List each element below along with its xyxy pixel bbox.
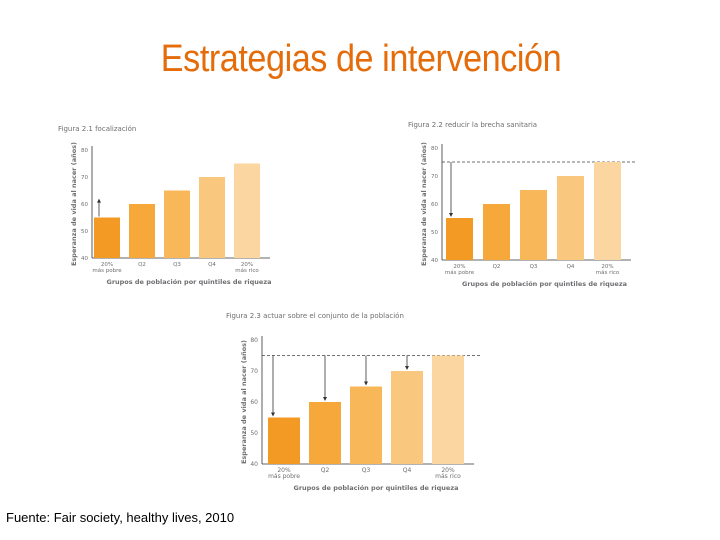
x-tick-label: Q4 [208, 262, 216, 268]
x-tick-label: 20% [441, 467, 455, 474]
arrow-head [271, 412, 275, 417]
y-tick-label: 40 [81, 256, 88, 262]
bar [129, 204, 155, 258]
bar [234, 163, 260, 258]
x-tick-label: Q3 [362, 467, 371, 474]
x-tick-label: 20% [241, 262, 253, 268]
y-tick-label: 60 [431, 202, 438, 208]
y-tick-label: 50 [81, 229, 88, 235]
y-tick-label: 50 [250, 430, 258, 437]
bar [446, 218, 473, 260]
x-axis-title: Grupos de población por quintiles de riq… [293, 484, 458, 492]
source-note: Fuente: Fair society, healthy lives, 201… [6, 510, 235, 525]
y-axis-title: Esperanza de vida al nacer (años) [70, 142, 78, 266]
y-tick-label: 50 [431, 230, 438, 236]
bar [164, 190, 190, 258]
bar [557, 176, 584, 260]
arrow-head [449, 213, 453, 217]
figure-conjunto-poblacion: Figura 2.3 actuar sobre el conjunto de l… [222, 308, 498, 504]
figure-caption: Figura 2.1 focalización [58, 125, 137, 133]
arrow-head [405, 366, 409, 370]
arrow-head [364, 381, 368, 386]
y-tick-label: 80 [431, 146, 438, 152]
x-tick-label: más rico [235, 267, 259, 274]
x-tick-label: más rico [435, 473, 461, 480]
x-tick-label: Q2 [493, 264, 501, 270]
bar [94, 217, 120, 258]
x-tick-label: 20% [601, 264, 613, 270]
bar [199, 177, 225, 258]
x-axis-title: Grupos de población por quintiles de riq… [462, 280, 627, 288]
y-tick-label: 70 [431, 174, 438, 180]
bar [309, 402, 341, 464]
x-tick-label: más pobre [445, 269, 475, 276]
x-axis-title: Grupos de población por quintiles de riq… [106, 278, 271, 286]
slide-title: Estrategias de intervención [160, 38, 562, 80]
bar [594, 162, 621, 260]
y-axis-title: Esperanza de vida al nacer (años) [240, 340, 248, 464]
y-tick-label: 40 [431, 258, 438, 264]
x-tick-label: más pobre [92, 267, 122, 274]
figure-focalizacion: Figura 2.1 focalización 40 50 60 70 80 Espera… [58, 122, 298, 292]
y-tick-label: 80 [81, 148, 88, 154]
x-tick-label: Q4 [567, 264, 575, 270]
figure-reducir-brecha: Figura 2.2 reducir la brecha sanitaria 4… [404, 118, 648, 296]
x-tick-label: Q2 [321, 467, 330, 474]
bar [520, 190, 547, 260]
x-tick-label: Q2 [138, 262, 146, 268]
x-tick-label: más pobre [268, 473, 300, 480]
bar [391, 371, 423, 464]
x-tick-label: Q4 [403, 467, 412, 474]
bar [432, 355, 464, 464]
figure-caption: Figura 2.3 actuar sobre el conjunto de l… [226, 312, 404, 320]
y-tick-label: 80 [250, 337, 258, 344]
x-tick-label: 20% [277, 467, 291, 474]
x-tick-label: más rico [596, 269, 620, 276]
bar [268, 417, 300, 464]
y-tick-label: 70 [250, 368, 258, 375]
y-axis-title: Esperanza de vida al nacer (años) [420, 142, 428, 266]
x-tick-label: 20% [101, 262, 113, 268]
x-tick-label: 20% [453, 264, 465, 270]
y-tick-label: 60 [250, 399, 258, 406]
figure-caption: Figura 2.2 reducir la brecha sanitaria [408, 121, 538, 129]
y-tick-label: 60 [81, 202, 88, 208]
bar [483, 204, 510, 260]
arrow-head [323, 397, 327, 401]
y-tick-label: 40 [250, 461, 258, 468]
bar [350, 386, 382, 464]
x-tick-label: Q3 [530, 264, 538, 270]
x-tick-label: Q3 [173, 262, 181, 268]
arrow-head [97, 198, 101, 203]
y-tick-label: 70 [81, 175, 88, 181]
